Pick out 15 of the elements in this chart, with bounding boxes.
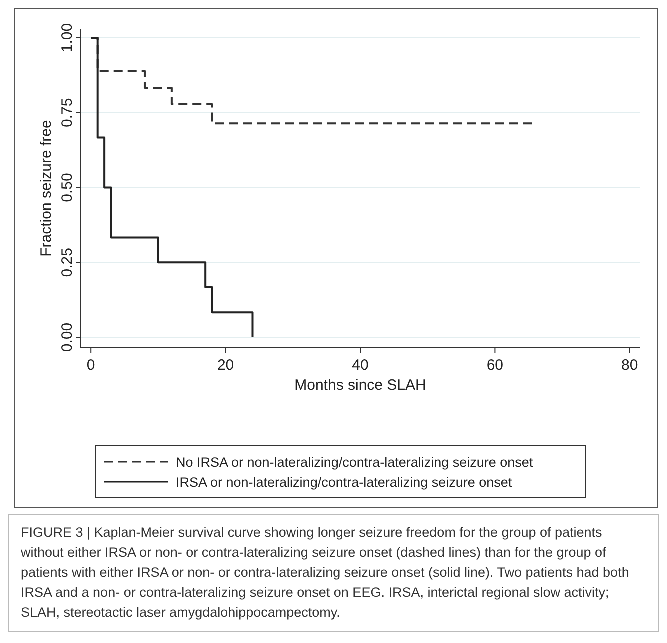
caption: FIGURE 3 | Kaplan-Meier survival curve showing longer seizure freedom for the group of patients without either IRSA or non- or contra-lateralizing seizure onset (dashed lines) than for the group of patients with either IRSA or non- or contra-lateralizing seizure onset (solid line). Two patients had both IRSA and a non- or contra-lateralizing seizure onset on EEG. IRSA, interictal regional slow activity; SLAH, stereotactic laser amygdalohippocampectomy. [8, 514, 659, 632]
y-tick-label: 0.75 [59, 98, 76, 128]
x-tick-label: 0 [86, 357, 96, 374]
legend-label: No IRSA or non-lateralizing/contra-lateralizing seizure onset [176, 455, 534, 470]
x-tick-label: 80 [622, 357, 638, 374]
legend-label: IRSA or non-lateralizing/contra-lateralizing seizure onset [176, 475, 512, 490]
y-tick-label: 0.50 [59, 173, 76, 202]
y-tick-label: 0.25 [59, 248, 76, 278]
y-tick-label: 1.00 [59, 23, 76, 53]
x-tick-label: 20 [217, 357, 234, 374]
y-tick-label: 0.00 [59, 322, 76, 352]
y-axis-title: Fraction seizure free [38, 120, 55, 257]
x-tick-label: 60 [486, 357, 504, 374]
x-tick-label: 40 [352, 357, 369, 374]
x-axis-title: Months since SLAH [294, 377, 426, 394]
